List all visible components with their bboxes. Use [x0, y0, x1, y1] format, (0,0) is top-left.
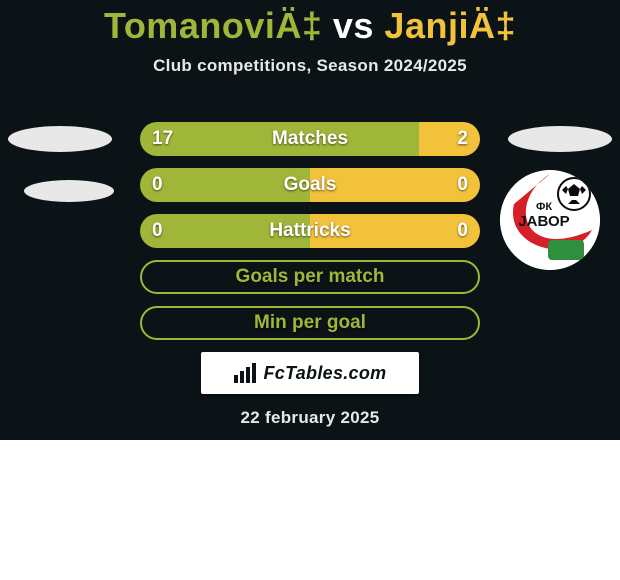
- metric-bar: Goals per match: [140, 260, 480, 294]
- metric-segment-right: 0: [310, 168, 480, 202]
- metric-label: Goals per match: [142, 262, 478, 292]
- metric-row: 00Goals: [0, 164, 620, 210]
- metric-bar: 00Hattricks: [140, 214, 480, 248]
- metric-row: 172Matches: [0, 118, 620, 164]
- metric-bar: 00Goals: [140, 168, 480, 202]
- brand-text: FcTables.com: [264, 363, 387, 384]
- bars-icon: [234, 363, 258, 383]
- brand-badge[interactable]: FcTables.com: [201, 352, 419, 394]
- metric-value-left: 0: [140, 220, 175, 242]
- metric-value-right: 0: [445, 174, 480, 196]
- metric-row: 00Hattricks: [0, 210, 620, 256]
- metric-segment-right: 2: [419, 122, 480, 156]
- comparison-panel: TomanoviÄ‡ vs JanjiÄ‡ Club competitions,…: [0, 0, 620, 440]
- metric-value-left: 0: [140, 174, 175, 196]
- title-vs: vs: [322, 5, 384, 46]
- metrics-rows: 172Matches00Goals00HattricksGoals per ma…: [0, 118, 620, 348]
- metric-segment-left: 0: [140, 168, 310, 202]
- metric-segment-right: 0: [310, 214, 480, 248]
- metric-row: Goals per match: [0, 256, 620, 302]
- metric-bar: Min per goal: [140, 306, 480, 340]
- title-right: JanjiÄ‡: [384, 5, 516, 46]
- footer-date: 22 february 2025: [0, 408, 620, 428]
- metric-segment-left: 17: [140, 122, 419, 156]
- title-left: TomanoviÄ‡: [104, 5, 322, 46]
- metric-label: Min per goal: [142, 308, 478, 338]
- subtitle: Club competitions, Season 2024/2025: [0, 56, 620, 76]
- metric-value-right: 2: [445, 128, 480, 150]
- page-title: TomanoviÄ‡ vs JanjiÄ‡: [0, 0, 620, 46]
- metric-row: Min per goal: [0, 302, 620, 348]
- metric-segment-left: 0: [140, 214, 310, 248]
- metric-bar: 172Matches: [140, 122, 480, 156]
- metric-value-right: 0: [445, 220, 480, 242]
- metric-value-left: 17: [140, 128, 185, 150]
